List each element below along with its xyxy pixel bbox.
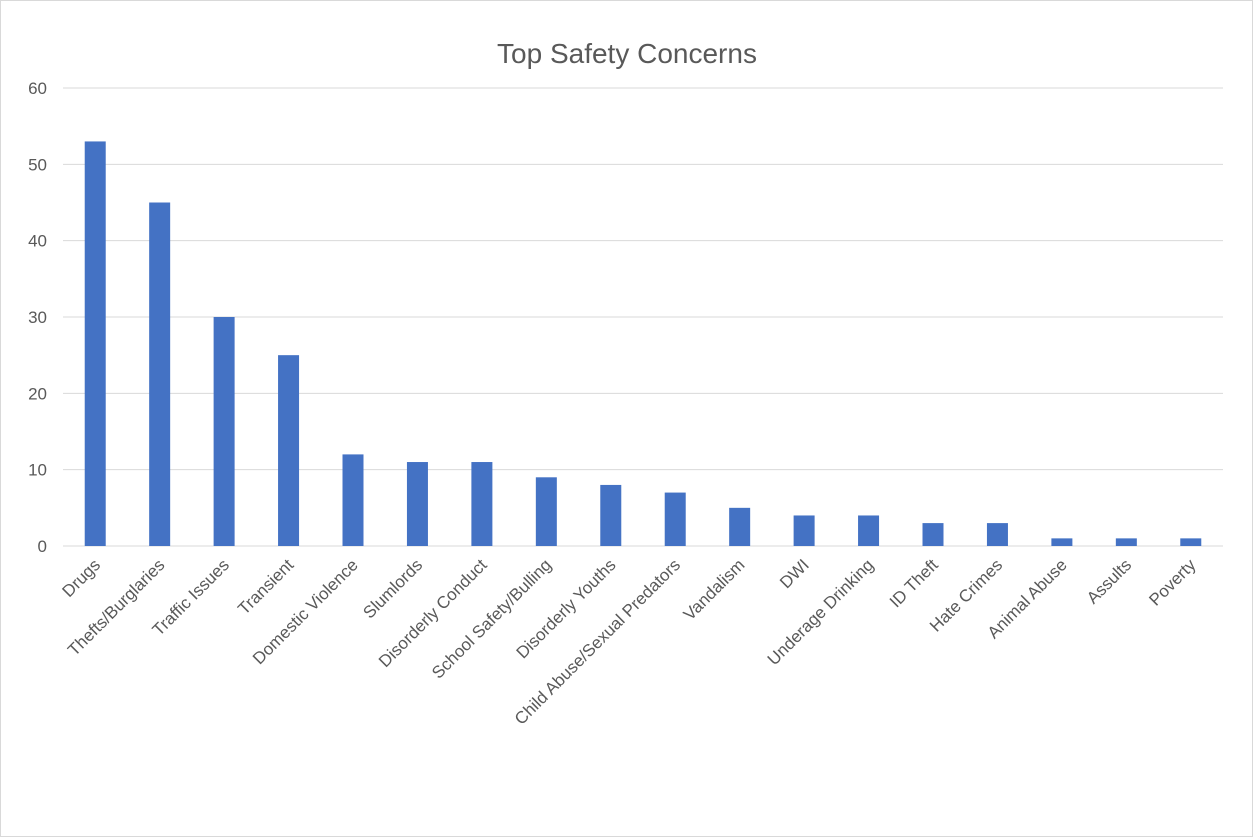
x-category-label: Drugs	[59, 555, 105, 601]
x-category-label: DWI	[776, 555, 813, 592]
y-tick-label: 40	[28, 232, 47, 251]
bar	[1051, 538, 1072, 546]
bar	[600, 485, 621, 546]
bar	[923, 523, 944, 546]
x-category-label: Transient	[234, 555, 297, 618]
bar	[85, 141, 106, 546]
x-category-label: Poverty	[1145, 555, 1200, 610]
bar	[858, 515, 879, 546]
bar	[214, 317, 235, 546]
bar	[987, 523, 1008, 546]
bar	[794, 515, 815, 546]
y-axis-ticks: 0 10 20 30 40 50 60	[28, 79, 47, 556]
x-category-label: Disorderly Conduct	[375, 555, 491, 671]
y-tick-label: 0	[38, 537, 47, 556]
y-tick-label: 20	[28, 384, 47, 403]
bar	[278, 355, 299, 546]
chart-title: Top Safety Concerns	[497, 38, 757, 69]
y-tick-label: 50	[28, 155, 47, 174]
y-tick-label: 30	[28, 308, 47, 327]
y-tick-label: 60	[28, 79, 47, 98]
bar	[343, 454, 364, 546]
bar	[1180, 538, 1201, 546]
x-category-label: Underage Drinking	[764, 555, 878, 669]
bar	[149, 203, 170, 547]
x-category-label: ID Theft	[886, 555, 942, 611]
bars	[85, 141, 1202, 546]
bar	[729, 508, 750, 546]
bar	[536, 477, 557, 546]
x-category-label: Vandalism	[680, 555, 749, 624]
y-tick-label: 10	[28, 461, 47, 480]
bar	[471, 462, 492, 546]
bar	[407, 462, 428, 546]
x-category-label: Assults	[1083, 555, 1135, 607]
x-category-label: Slumlords	[359, 555, 426, 622]
gridlines	[63, 88, 1223, 546]
bar	[665, 493, 686, 546]
x-category-label: School Safety/Bulling	[428, 555, 555, 682]
bar	[1116, 538, 1137, 546]
